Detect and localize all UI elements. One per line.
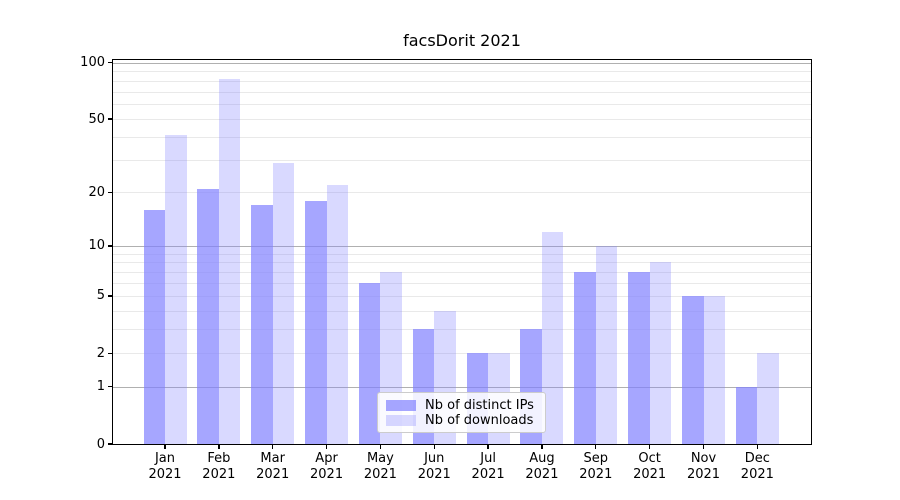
y-tick-label-10: 10 [88,238,105,254]
x-tick-label-may-2021: May 2021 [363,451,397,482]
gridline-minor-4 [113,310,811,312]
gridline-minor-6 [113,283,811,285]
grid-layer [113,60,811,444]
gridline-minor-2 [113,353,811,355]
gridline-minor-40 [113,137,811,139]
bar-distinct-ips-oct [628,272,650,444]
bar-downloads-nov [703,295,725,444]
x-tick-label-nov-2021: Nov 2021 [686,451,721,482]
y-tick-label-100: 100 [80,55,105,71]
gridline-major-10 [113,245,811,247]
x-tick-mark-oct [648,444,651,449]
x-tick-label-apr-2021: Apr 2021 [310,451,344,482]
gridline-major-100 [113,62,811,64]
legend-swatch-distinct-ips [386,399,416,411]
legend-swatch-downloads [386,414,416,426]
bar-downloads-oct [649,262,672,444]
gridline-minor-90 [113,71,811,73]
gridline-minor-50 [113,119,811,121]
x-tick-label-oct-2021: Oct 2021 [633,451,667,482]
legend-item-distinct-ips: Nb of distinct IPs [386,398,537,412]
x-tick-mark-nov [702,444,705,449]
bar-distinct-ips-dec [735,386,758,444]
x-tick-mark-may [379,444,382,449]
legend: Nb of distinct IPs Nb of downloads [377,392,546,433]
y-tick-mark-100 [108,61,113,64]
gridline-minor-9 [113,253,811,255]
y-tick-label-0: 0 [96,436,105,452]
bar-distinct-ips-may [358,283,381,444]
x-tick-label-sep-2021: Sep 2021 [579,451,613,482]
x-tick-mark-jan [164,444,166,449]
legend-label-downloads: Nb of downloads [425,412,534,428]
gridline-minor-8 [113,262,811,264]
bar-distinct-ips-apr [305,200,327,444]
y-tick-mark-1 [108,386,113,388]
bar-downloads-sep [595,245,618,444]
gridline-minor-60 [113,104,811,106]
x-tick-label-mar-2021: Mar 2021 [256,451,290,482]
bar-downloads-feb [218,78,241,444]
x-tick-label-feb-2021: Feb 2021 [202,451,236,482]
x-tick-mark-aug [541,444,543,449]
bar-downloads-mar [272,162,295,444]
legend-label-distinct-ips: Nb of distinct IPs [425,397,534,413]
y-tick-label-5: 5 [96,288,105,304]
gridline-minor-20 [113,192,811,194]
chart-title: facsDorit 2021 [403,31,521,50]
x-tick-mark-jul [487,444,489,449]
gridline-minor-5 [113,295,811,297]
y-tick-label-1: 1 [96,379,105,395]
y-tick-mark-2 [108,352,113,354]
gridline-minor-70 [113,91,811,93]
y-tick-mark-20 [108,191,113,194]
x-tick-mark-jun [433,444,435,449]
bar-downloads-aug [541,232,564,444]
bar-distinct-ips-feb [197,188,219,444]
bars-layer [113,60,811,444]
x-tick-mark-sep [595,444,597,449]
gridline-minor-30 [113,160,811,162]
bar-downloads-dec [757,353,779,444]
gridline-minor-7 [113,272,811,274]
bar-distinct-ips-nov [682,295,704,444]
bar-distinct-ips-sep [574,272,596,444]
y-tick-mark-5 [108,295,113,297]
x-tick-label-jul-2021: Jul 2021 [471,451,505,482]
y-tick-label-2: 2 [96,345,105,361]
gridline-major-1 [113,386,811,388]
gridline-minor-3 [113,329,811,331]
bar-downloads-apr [326,184,349,444]
y-tick-label-50: 50 [88,111,105,127]
x-tick-label-jun-2021: Jun 2021 [417,451,451,482]
y-tick-mark-10 [108,245,113,247]
legend-item-downloads: Nb of downloads [386,413,537,427]
x-tick-label-jan-2021: Jan 2021 [148,451,182,482]
bar-distinct-ips-mar [251,205,273,444]
plot-area [112,59,812,445]
x-tick-label-aug-2021: Aug 2021 [525,451,559,482]
x-tick-label-dec-2021: Dec 2021 [740,451,774,482]
x-tick-mark-mar [272,444,274,449]
y-tick-mark-0 [108,443,113,445]
x-tick-mark-dec [756,444,759,449]
bar-distinct-ips-jan [143,209,165,444]
x-tick-mark-apr [325,444,328,449]
y-tick-mark-50 [108,118,113,120]
bar-downloads-jan [165,135,187,444]
y-tick-label-20: 20 [88,184,105,200]
x-tick-mark-feb [218,444,220,449]
gridline-minor-80 [113,80,811,82]
